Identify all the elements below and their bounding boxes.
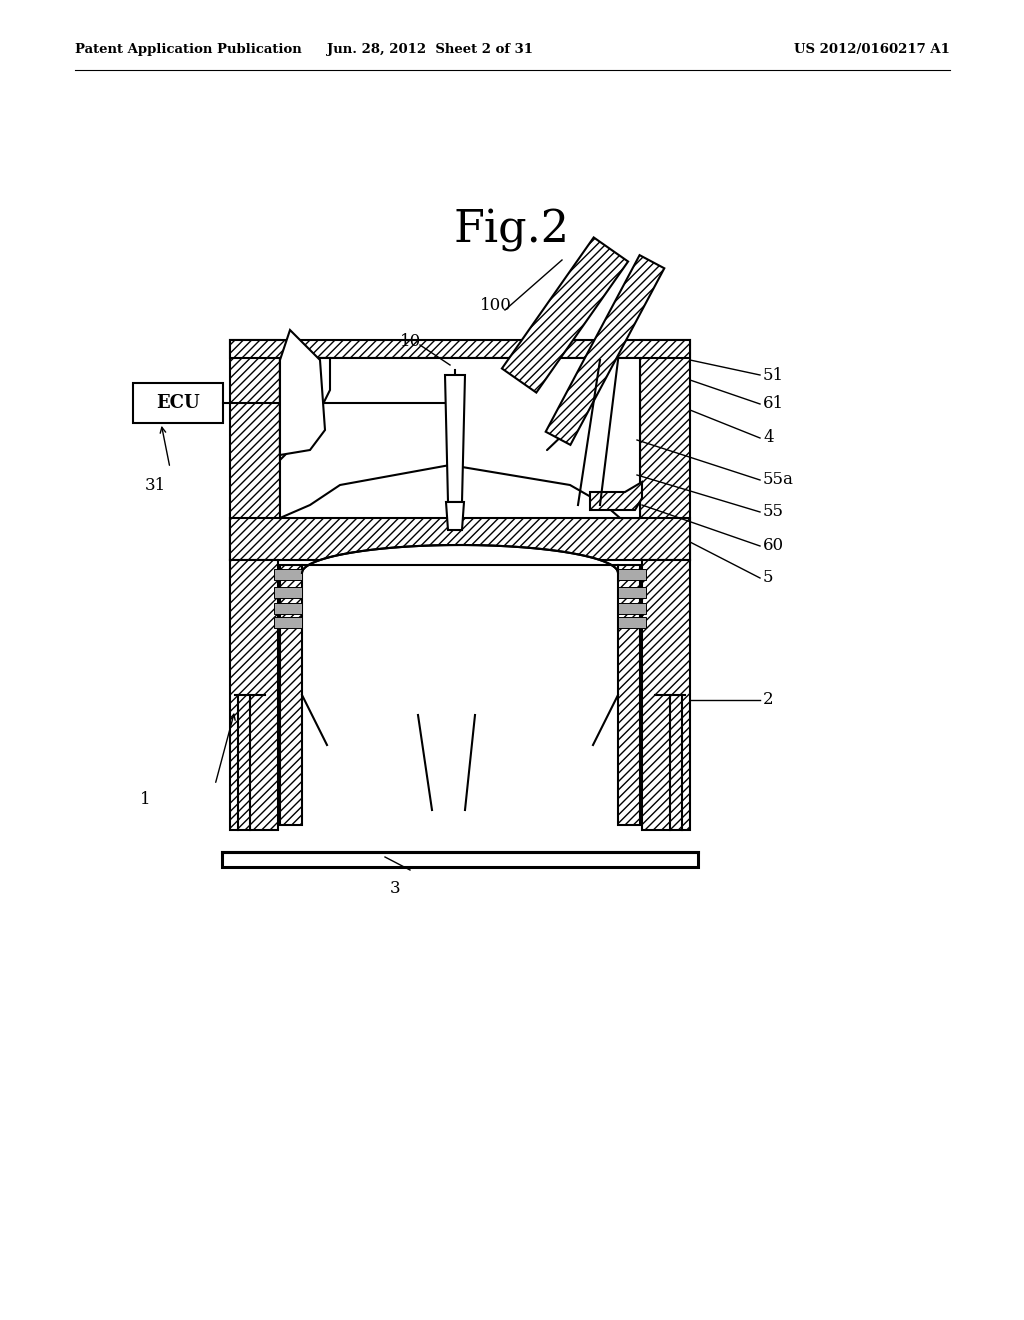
Bar [640,341,690,560]
Text: 51: 51 [763,367,784,384]
Polygon shape [280,358,640,517]
Text: 60: 60 [763,537,784,554]
Bar [230,341,690,358]
Text: 1: 1 [140,792,151,808]
Bar [274,616,302,628]
Text: Patent Application Publication: Patent Application Publication [75,44,302,57]
Bar [274,603,302,614]
Text: 5: 5 [763,569,773,586]
Bar [618,603,646,614]
Bar [230,517,690,560]
Bar [618,569,646,579]
Polygon shape [302,545,618,573]
Bar [222,851,698,867]
Bar [642,560,690,830]
Polygon shape [445,375,465,502]
Text: Fig.2: Fig.2 [454,209,570,252]
Polygon shape [590,482,642,510]
Bar [280,565,302,825]
Text: 4: 4 [763,429,773,446]
Text: 61: 61 [763,396,784,412]
Bar [230,560,278,830]
Polygon shape [502,238,628,392]
Polygon shape [280,330,325,455]
Bar [230,341,280,560]
Bar [642,560,690,830]
Text: 2: 2 [763,692,773,709]
Text: 55: 55 [763,503,784,520]
Polygon shape [280,358,330,459]
Bar [274,569,302,579]
Bar [640,341,690,560]
Bar [274,587,302,598]
Text: 31: 31 [144,477,166,494]
Text: 3: 3 [390,880,400,898]
Bar [280,565,302,825]
Bar [230,341,280,560]
Polygon shape [546,255,665,445]
Bar [618,587,646,598]
Text: US 2012/0160217 A1: US 2012/0160217 A1 [795,44,950,57]
Bar [302,565,618,825]
Bar [618,565,640,825]
Text: Jun. 28, 2012  Sheet 2 of 31: Jun. 28, 2012 Sheet 2 of 31 [327,44,534,57]
Bar [618,616,646,628]
Text: 10: 10 [400,334,421,351]
Text: 100: 100 [480,297,512,314]
Polygon shape [446,502,464,531]
Bar [230,341,690,358]
Text: 55a: 55a [763,471,794,488]
Bar [230,517,690,560]
Bar [133,383,223,422]
Bar [618,565,640,825]
Text: ECU: ECU [156,393,200,412]
Bar [230,560,278,830]
